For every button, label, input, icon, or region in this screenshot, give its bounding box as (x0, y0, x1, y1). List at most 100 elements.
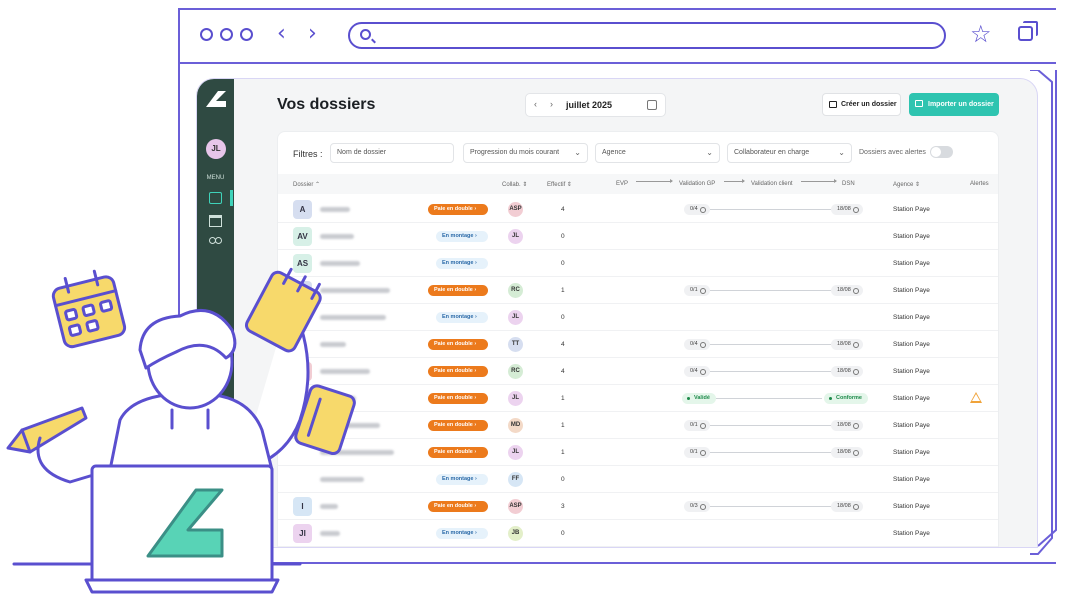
app-screen: JL MENU Vos dossiers ‹ › juillet 2025 Cr… (196, 78, 1038, 548)
folder-name-redacted[interactable] (320, 234, 354, 239)
collaborator-avatar[interactable]: MD (508, 418, 523, 433)
month-value: juillet 2025 (566, 100, 613, 110)
dsn-chip[interactable]: Conforme (824, 393, 868, 404)
effectif-value: 1 (561, 449, 565, 456)
collaborator-avatar[interactable]: JB (508, 526, 523, 541)
validation-gp-chip[interactable]: 0/4 (684, 204, 710, 215)
col-validation-client: Validation client (751, 181, 793, 187)
folder-name-redacted[interactable] (320, 342, 346, 347)
dsn-chip[interactable]: 18/08 (831, 447, 863, 458)
folder-name-redacted[interactable] (320, 207, 350, 212)
import-folder-button[interactable]: Importer un dossier (909, 93, 999, 116)
dsn-chip[interactable]: 18/08 (831, 501, 863, 512)
col-evp: EVP (616, 181, 629, 187)
building-icon[interactable] (209, 215, 222, 227)
dsn-chip[interactable]: 18/08 (831, 366, 863, 377)
name-filter-input[interactable]: Nom de dossier (330, 143, 454, 163)
validation-gp-chip[interactable]: Validé (682, 393, 716, 404)
folders-card: Filtres : Nom de dossier Progression du … (277, 131, 999, 547)
validation-gp-chip[interactable]: 0/1 (684, 420, 710, 431)
table-row[interactable]: Paie en double › TT 4 0/4 18/08 Station Paye (278, 331, 998, 358)
table-row[interactable]: JI En montage › JB 0 Station Paye (278, 520, 998, 547)
folder-name-redacted[interactable] (320, 315, 386, 320)
collaborator-avatar[interactable]: JL (508, 229, 523, 244)
window-dot-icon[interactable] (220, 28, 233, 41)
collaborator-avatar[interactable]: TT (508, 337, 523, 352)
folder-name-redacted[interactable] (320, 261, 360, 266)
table-row[interactable]: Paie en double › MD 1 0/1 18/08 Station Paye (278, 412, 998, 439)
table-row[interactable]: E Paie en double › JL 1 Validé Conforme Statio… (278, 385, 998, 412)
validation-gp-chip[interactable]: 0/3 (684, 501, 710, 512)
dsn-chip[interactable]: 18/08 (831, 420, 863, 431)
status-label: En montage (442, 530, 474, 536)
folder-code-badge: AA (293, 281, 312, 300)
window-dot-icon[interactable] (240, 28, 253, 41)
back-arrow-icon[interactable]: ‹ (277, 21, 286, 46)
calendar-icon[interactable] (647, 100, 657, 110)
window-dot-icon[interactable] (200, 28, 213, 41)
table-row[interactable]: AV En montage › JL 0 Station Paye (278, 223, 998, 250)
folder-name-redacted[interactable] (320, 423, 380, 428)
progress-line (710, 290, 832, 291)
collaborator-select[interactable]: Collaborateur en charge ⌄ (727, 143, 852, 163)
folder-name-redacted[interactable] (320, 531, 340, 536)
table-row[interactable]: En montage › FF 0 Station Paye (278, 466, 998, 493)
effectif-value: 4 (561, 341, 565, 348)
collaborator-avatar[interactable]: JL (508, 310, 523, 325)
agency-value: Station Paye (893, 260, 930, 267)
col-collab[interactable]: Collab. ⇕ (502, 182, 528, 188)
effectif-value: 1 (561, 395, 565, 402)
table-row[interactable]: Paie en double › JL 1 0/1 18/08 Station Paye (278, 439, 998, 466)
progress-select[interactable]: Progression du mois courant ⌄ (463, 143, 588, 163)
next-month-button[interactable]: › (550, 99, 553, 109)
dsn-chip[interactable]: 18/08 (831, 339, 863, 350)
progress-line (716, 398, 822, 399)
frame-edge (1030, 70, 1057, 555)
table-row[interactable]: AS En montage › 0 Station Paye (278, 250, 998, 277)
star-icon[interactable]: ☆ (970, 20, 992, 48)
flow-arrow (801, 179, 837, 183)
status-badge: Paie en double › (428, 447, 488, 458)
folder-name-redacted[interactable] (320, 396, 356, 401)
validation-gp-chip[interactable]: 0/1 (684, 447, 710, 458)
collaborator-avatar[interactable]: RC (508, 364, 523, 379)
table-row[interactable]: I Paie en double › ASP 3 0/3 18/08 Station Pay… (278, 493, 998, 520)
validation-gp-chip[interactable]: 0/4 (684, 366, 710, 377)
col-dossier[interactable]: Dossier ⌃ (293, 182, 321, 188)
validation-gp-chip[interactable]: 0/4 (684, 339, 710, 350)
agency-value: Station Paye (893, 341, 930, 348)
copy-icon[interactable] (1018, 21, 1038, 41)
month-picker[interactable]: ‹ › juillet 2025 (525, 93, 666, 117)
collaborator-avatar[interactable]: ASP (508, 499, 523, 514)
table-row[interactable]: A Paie en double › ASP 4 0/4 18/08 Station Pay… (278, 196, 998, 223)
table-row[interactable]: AA Paie en double › RC 1 0/1 18/08 Station Pay… (278, 277, 998, 304)
agency-select[interactable]: Agence ⌄ (595, 143, 720, 163)
status-badge: Paie en double › (428, 393, 488, 404)
folder-icon[interactable] (209, 192, 222, 204)
alerts-toggle[interactable] (930, 146, 953, 158)
collaborator-avatar[interactable]: FF (508, 472, 523, 487)
collaborator-avatar[interactable]: RC (508, 283, 523, 298)
col-effectif[interactable]: Effectif ⇕ (547, 182, 572, 188)
folder-name-redacted[interactable] (320, 504, 338, 509)
collaborator-avatar[interactable]: JL (508, 391, 523, 406)
collaborator-avatar[interactable]: JL (508, 445, 523, 460)
forward-arrow-icon[interactable]: › (308, 21, 317, 46)
col-agence[interactable]: Agence ⇕ (893, 182, 921, 188)
dsn-chip[interactable]: 18/08 (831, 285, 863, 296)
address-bar[interactable] (348, 22, 946, 49)
dsn-chip[interactable]: 18/08 (831, 204, 863, 215)
prev-month-button[interactable]: ‹ (534, 99, 537, 109)
warning-icon[interactable] (970, 392, 982, 403)
folder-name-redacted[interactable] (320, 477, 364, 482)
create-folder-button[interactable]: Créer un dossier (822, 93, 901, 116)
table-row[interactable]: En montage › JL 0 Station Paye (278, 304, 998, 331)
folder-name-redacted[interactable] (320, 450, 394, 455)
collaborator-avatar[interactable]: ASP (508, 202, 523, 217)
user-avatar[interactable]: JL (206, 139, 226, 159)
table-row[interactable]: DD Paie en double › RC 4 0/4 18/08 Station Pay… (278, 358, 998, 385)
people-icon[interactable] (209, 237, 222, 249)
validation-gp-chip[interactable]: 0/1 (684, 285, 710, 296)
folder-name-redacted[interactable] (320, 369, 370, 374)
folder-name-redacted[interactable] (320, 288, 390, 293)
